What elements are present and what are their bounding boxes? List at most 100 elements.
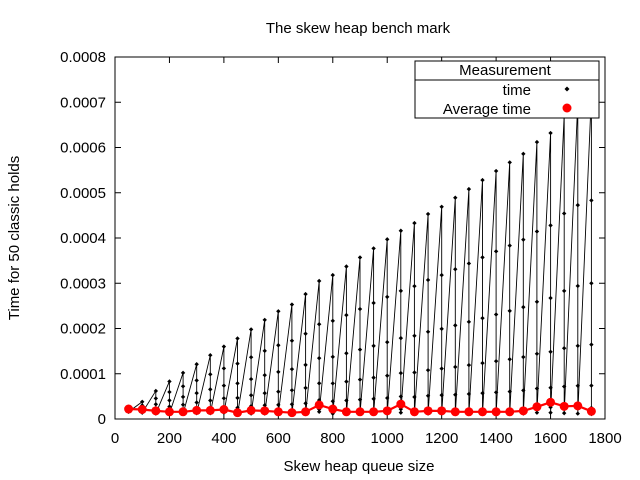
average-time-point (355, 407, 365, 417)
average-time-point (287, 408, 297, 418)
time-point (235, 381, 240, 386)
time-point (262, 372, 267, 378)
time-point (398, 288, 404, 294)
time-point (425, 277, 431, 283)
time-point (466, 362, 472, 368)
time-point (357, 255, 363, 260)
average-time-point (192, 405, 202, 415)
time-point (385, 237, 390, 242)
time-point (521, 388, 526, 393)
time-point (357, 377, 363, 382)
time-point (439, 366, 444, 371)
time-point (589, 198, 594, 203)
time-point (316, 321, 322, 327)
time-point (589, 342, 594, 347)
average-time-point (233, 408, 242, 418)
time-point (371, 246, 376, 251)
time-point (548, 349, 553, 355)
time-point (466, 319, 472, 325)
x-tick-label: 1600 (534, 430, 567, 447)
time-point (561, 288, 567, 294)
time-point (235, 395, 240, 401)
time-point (425, 329, 431, 334)
average-time-point (137, 404, 147, 414)
time-point (289, 338, 295, 343)
time-point (289, 302, 295, 307)
average-time-point (246, 405, 256, 415)
time-point (316, 409, 322, 414)
average-time-point (573, 401, 583, 411)
time-point (575, 283, 580, 289)
y-tick-label: 0.0005 (60, 185, 106, 202)
time-point (208, 387, 213, 392)
time-point (385, 294, 390, 300)
average-time-point (314, 400, 324, 410)
time-point (385, 339, 390, 345)
average-time-point (124, 404, 134, 414)
time-point (303, 291, 308, 297)
time-point (493, 168, 499, 174)
time-point (548, 130, 553, 136)
time-series (126, 92, 594, 417)
time-point (412, 394, 417, 400)
time-point (398, 370, 404, 376)
time-point (493, 249, 499, 254)
time-point (167, 398, 172, 403)
legend: Measurement time Average time (414, 60, 600, 119)
average-time-point (260, 406, 270, 416)
time-point (180, 384, 186, 389)
time-point (371, 375, 376, 380)
average-time-point (219, 404, 229, 414)
time-point (276, 389, 281, 394)
time-point (575, 343, 580, 349)
time-point (493, 312, 499, 317)
time-point (344, 351, 349, 356)
time-point (289, 366, 295, 372)
time-point (385, 373, 390, 378)
time-point (180, 402, 186, 407)
x-tick-label: 1800 (588, 430, 621, 447)
time-point (412, 283, 417, 289)
average-time-point (478, 407, 487, 417)
time-point (589, 383, 594, 388)
y-tick-label: 0.0008 (60, 49, 106, 66)
time-point (548, 223, 553, 228)
time-point (480, 315, 485, 321)
time-point (303, 362, 308, 368)
average-time-point (559, 401, 569, 411)
time-point (194, 400, 199, 405)
time-point (534, 299, 540, 304)
time-point (480, 255, 485, 260)
time-point (194, 378, 199, 383)
y-tick-label: 0.0002 (60, 321, 106, 338)
time-point (561, 384, 567, 389)
time-point (521, 354, 526, 360)
average-time-point (273, 407, 283, 417)
y-tick-label: 0.0003 (60, 275, 106, 292)
time-point (330, 272, 335, 278)
time-point (534, 351, 540, 356)
time-point (371, 300, 376, 306)
time-point (534, 139, 540, 145)
time-point (357, 347, 363, 352)
time-point (180, 394, 186, 400)
average-time-point (396, 399, 406, 409)
time-point (153, 388, 159, 394)
time-point (453, 364, 458, 370)
time-point (262, 390, 267, 396)
time-point (276, 402, 281, 408)
time-point (548, 295, 553, 301)
time-point (262, 317, 267, 323)
y-axis-ticks: 0 0.0001 0.0002 0.0003 0.0004 0.0005 0.0006 0.0… (60, 49, 605, 428)
time-point (153, 396, 159, 401)
time-point (439, 326, 444, 332)
time-point (248, 327, 254, 332)
time-point (561, 410, 567, 416)
time-point (575, 202, 580, 208)
x-tick-label: 1200 (425, 430, 458, 447)
time-point (289, 387, 295, 393)
time-point (480, 390, 485, 396)
time-point (330, 399, 335, 404)
x-axis-label: Skew heap queue size (284, 458, 435, 475)
